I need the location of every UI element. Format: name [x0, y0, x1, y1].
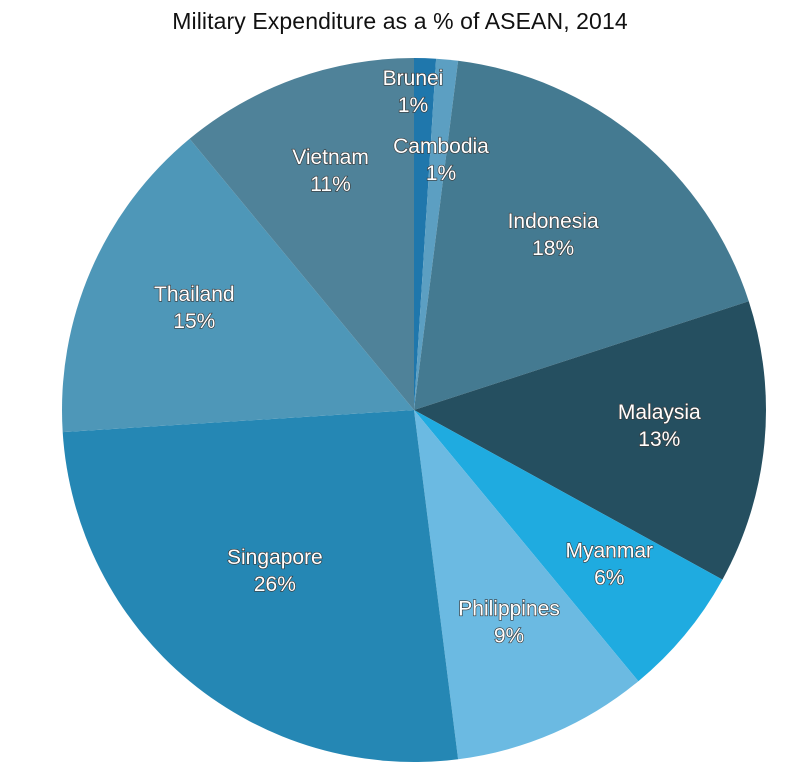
pie-slice-cambodia: [414, 58, 459, 411]
slice-label-malaysia: Malaysia: [618, 401, 701, 424]
pie-slice-indonesia: [414, 60, 749, 410]
pie-slice-thailand: [61, 138, 414, 433]
slice-value-indonesia: 18%: [532, 237, 574, 260]
pie-slice-malaysia: [414, 301, 767, 580]
pie-slice-philippines: [414, 410, 639, 760]
slice-value-cambodia: 1%: [426, 162, 456, 185]
slice-value-myanmar: 6%: [594, 567, 624, 590]
slice-value-vietnam: 11%: [310, 173, 350, 196]
slice-label-indonesia: Indonesia: [508, 210, 599, 233]
pie-slice-myanmar: [414, 410, 723, 682]
pie-slice-singapore: [62, 410, 459, 762]
slice-label-brunei: Brunei: [383, 67, 444, 90]
slice-value-singapore: 26%: [254, 573, 296, 596]
pie-slice-brunei: [414, 58, 437, 410]
slice-label-myanmar: Myanmar: [566, 540, 654, 563]
slice-value-brunei: 1%: [398, 94, 428, 117]
slice-value-malaysia: 13%: [638, 428, 680, 451]
slice-value-thailand: 15%: [173, 310, 215, 333]
slice-value-philippines: 9%: [494, 625, 524, 648]
slice-label-singapore: Singapore: [227, 546, 323, 569]
pie-slice-vietnam: [189, 58, 414, 410]
slice-label-thailand: Thailand: [154, 283, 235, 306]
chart-title: Military Expenditure as a % of ASEAN, 20…: [172, 8, 628, 34]
slice-label-cambodia: Cambodia: [393, 135, 489, 158]
slice-label-philippines: Philippines: [458, 598, 560, 621]
slice-label-vietnam: Vietnam: [292, 146, 369, 169]
